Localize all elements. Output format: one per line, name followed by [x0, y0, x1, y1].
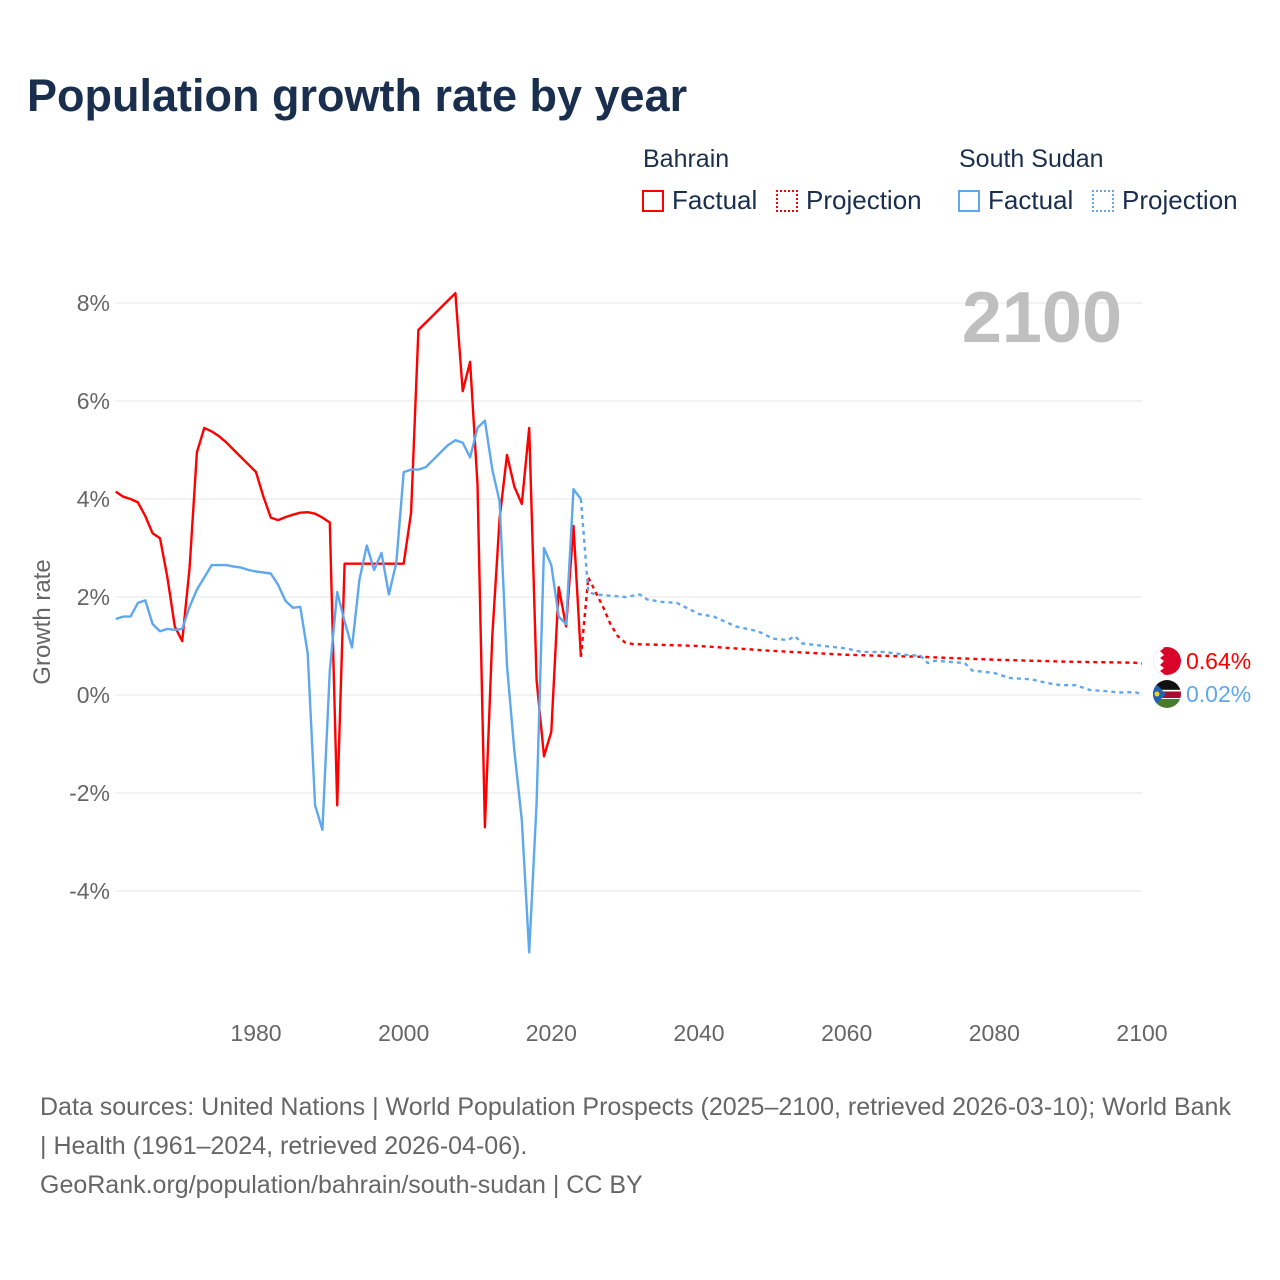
legend-country-bahrain: Bahrain [643, 145, 730, 173]
x-tick-label: 2080 [969, 1020, 1020, 1046]
y-tick-label: 8% [77, 290, 110, 316]
legend-bahrain-factual[interactable]: Factual [642, 185, 757, 216]
south-sudan-factual-line [115, 419, 582, 954]
legend-label: Projection [806, 185, 922, 215]
bahrain-flag-icon [1153, 647, 1181, 675]
y-axis-label: Growth rate [29, 559, 56, 684]
legend-label: Factual [672, 185, 758, 215]
y-tick-label: 4% [77, 486, 110, 512]
legend-swatch-solid [642, 189, 664, 212]
y-tick-label: 0% [77, 682, 110, 708]
legend-bahrain-projection[interactable]: Projection [776, 185, 922, 216]
south-sudan-projection-line [579, 498, 1143, 696]
y-tick-label: 6% [77, 388, 110, 414]
y-tick-label: -2% [69, 780, 110, 806]
source-link[interactable]: GeoRank.org/population/bahrain/south-sud… [40, 1171, 643, 1199]
y-tick-label: -4% [69, 878, 110, 904]
legend-swatch-dotted [1092, 189, 1114, 212]
x-tick-label: 1980 [230, 1020, 281, 1046]
south-sudan-flag-icon [1153, 680, 1181, 708]
legend-south-sudan-projection[interactable]: Projection [1092, 185, 1238, 216]
x-tick-label: 2020 [526, 1020, 577, 1046]
legend-label: Factual [988, 185, 1074, 215]
legend-label: Projection [1122, 185, 1238, 215]
y-tick-label: 2% [77, 584, 110, 610]
x-tick-label: 2000 [378, 1020, 429, 1046]
legend-swatch-dotted [776, 189, 798, 212]
bahrain-factual-line [115, 292, 583, 829]
legend-swatch-solid [958, 189, 980, 212]
footer: Data sources: United Nations | World Pop… [40, 1088, 1240, 1205]
legend-country-south-sudan: South Sudan [959, 145, 1104, 173]
x-tick-label: 2100 [1116, 1020, 1167, 1046]
x-tick-label: 2040 [673, 1020, 724, 1046]
bahrain-projection-line [579, 576, 1143, 665]
legend-south-sudan-factual[interactable]: Factual [958, 185, 1073, 216]
page-title: Population growth rate by year [27, 70, 688, 121]
year-indicator: 2100 [962, 278, 1122, 358]
data-sources: Data sources: United Nations | World Pop… [40, 1093, 1231, 1160]
bahrain-end-label: 0.64% [1186, 648, 1251, 674]
south-sudan-end-label: 0.02% [1186, 681, 1251, 707]
x-tick-label: 2060 [821, 1020, 872, 1046]
